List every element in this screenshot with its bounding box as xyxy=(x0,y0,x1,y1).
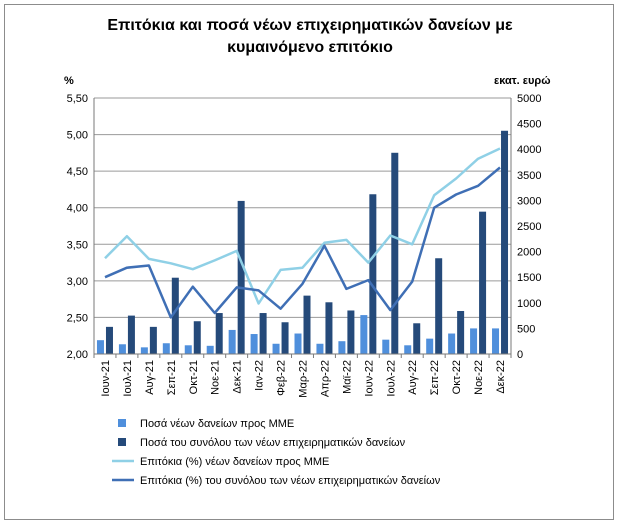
x-tick-label: Δεκ-21 xyxy=(232,360,244,394)
gridlines xyxy=(94,97,511,355)
y-tick-label-right: 1000 xyxy=(517,298,541,310)
left-axis-unit: % xyxy=(64,75,74,87)
y-tick-label-right: 2500 xyxy=(517,221,541,233)
y-tick-label-right: 0 xyxy=(517,349,523,361)
bar-total-amount xyxy=(259,313,267,354)
x-tick-label: Μαϊ-22 xyxy=(341,360,353,394)
bar-sme-amount xyxy=(492,328,500,354)
bar-sme-amount xyxy=(228,329,236,354)
bar-sme-amount xyxy=(272,343,280,354)
bar-sme-amount xyxy=(448,333,456,354)
y-tick-label-left: 5,00 xyxy=(67,130,88,142)
bar-sme-amount xyxy=(96,340,104,354)
bar-total-amount xyxy=(501,130,509,354)
bar-sme-amount xyxy=(382,339,390,354)
bar-total-amount xyxy=(237,200,245,354)
x-tick-label: Νοε-21 xyxy=(210,360,222,395)
x-tick-label: Ιουν-22 xyxy=(363,360,375,397)
legend: Ποσά νέων δανείων προς ΜΜΕ Ποσά του συνόλ… xyxy=(112,418,441,487)
axes: 2,00 2,50 3,00 3,50 4,00 4,50 5,00 5,50 0 500 1000… xyxy=(67,93,542,398)
line-total-rate xyxy=(104,166,501,319)
y-tick-label-right: 1500 xyxy=(517,272,541,284)
y-tick-label-left: 2,50 xyxy=(67,312,88,324)
x-tick-label: Οκτ-22 xyxy=(451,360,463,394)
bar-total-amount xyxy=(347,310,355,354)
x-tick-label: Ιουν-21 xyxy=(100,360,112,397)
y-tick-label-left: 3,00 xyxy=(67,276,88,288)
y-tick-label-right: 5000 xyxy=(517,93,541,105)
bar-sme-amount xyxy=(294,333,302,354)
bar-sme-amount xyxy=(316,343,324,354)
legend-swatch xyxy=(118,438,126,446)
bar-total-amount xyxy=(127,315,135,354)
x-tick-label: Σεπ-21 xyxy=(166,360,178,395)
bars xyxy=(96,130,509,354)
legend-label: Ποσά του συνόλου των νέων επιχειρηματικώ… xyxy=(140,437,406,449)
bar-total-amount xyxy=(193,321,201,354)
bar-total-amount xyxy=(171,277,179,354)
x-tick-label: Αυγ-22 xyxy=(407,360,419,395)
bar-total-amount xyxy=(215,313,223,354)
y-tick-label-left: 2,00 xyxy=(67,349,88,361)
bar-total-amount xyxy=(281,322,289,354)
bar-total-amount xyxy=(413,323,421,354)
bar-total-amount xyxy=(435,258,443,354)
y-tick-label-right: 3500 xyxy=(517,170,541,182)
bar-total-amount xyxy=(149,326,157,354)
legend-label: Ποσά νέων δανείων προς ΜΜΕ xyxy=(140,418,294,430)
bar-sme-amount xyxy=(360,315,368,354)
x-tick-label: Ιαν-22 xyxy=(254,360,266,391)
bar-sme-amount xyxy=(250,334,258,354)
bar-sme-amount xyxy=(140,347,148,354)
chart-title-line-2: κυμαινόμενο επιτόκιο xyxy=(227,39,393,56)
x-tick-label: Σεπ-22 xyxy=(429,360,441,395)
bar-total-amount xyxy=(303,295,311,354)
bar-sme-amount xyxy=(426,338,434,354)
x-tick-label: Νοε-22 xyxy=(473,360,485,395)
x-tick-label: Δεκ-22 xyxy=(495,360,507,394)
bar-sme-amount xyxy=(162,343,170,354)
legend-swatch xyxy=(118,419,126,427)
bar-sme-amount xyxy=(470,328,478,354)
bar-total-amount xyxy=(479,211,487,354)
bar-sme-amount xyxy=(184,345,192,354)
bar-total-amount xyxy=(105,326,113,354)
y-tick-label-left: 4,00 xyxy=(67,203,88,215)
x-tick-label: Ιουλ-21 xyxy=(122,360,134,397)
y-tick-label-right: 4500 xyxy=(517,119,541,131)
x-tick-label: Οκτ-21 xyxy=(188,360,200,394)
x-tick-label: Μαρ-22 xyxy=(298,360,310,398)
right-axis-unit: εκατ. ευρώ xyxy=(494,75,551,87)
x-tick-label: Απρ-22 xyxy=(319,360,331,397)
y-tick-label-right: 2000 xyxy=(517,247,541,259)
bar-total-amount xyxy=(457,310,465,354)
line-sme-rate xyxy=(104,147,501,305)
y-tick-label-right: 4000 xyxy=(517,144,541,156)
bar-sme-amount xyxy=(338,341,346,354)
bar-total-amount xyxy=(325,302,333,354)
chart-title-line-1: Επιτόκια και ποσά νέων επιχειρηματικών δ… xyxy=(107,17,513,34)
y-tick-label-right: 3000 xyxy=(517,195,541,207)
bar-sme-amount xyxy=(206,345,214,354)
x-tick-label: Φεβ-22 xyxy=(276,360,288,396)
legend-label: Επιτόκια (%) νέων δανείων προς ΜΜΕ xyxy=(140,456,329,468)
bar-total-amount xyxy=(391,152,399,354)
chart-title: Επιτόκια και ποσά νέων επιχειρηματικών δ… xyxy=(5,15,615,59)
y-tick-label-left: 4,50 xyxy=(67,166,88,178)
legend-label: Επιτόκια (%) του συνόλου των νέων επιχει… xyxy=(140,475,441,487)
y-tick-label-left: 3,50 xyxy=(67,239,88,251)
bar-sme-amount xyxy=(404,345,412,354)
y-tick-label-left: 5,50 xyxy=(67,93,88,105)
lines xyxy=(104,147,501,319)
y-tick-label-right: 500 xyxy=(517,323,535,335)
x-tick-label: Ιουλ-22 xyxy=(385,360,397,397)
bar-sme-amount xyxy=(118,344,126,354)
x-tick-label: Αυγ-21 xyxy=(144,360,156,395)
bar-total-amount xyxy=(369,194,377,354)
